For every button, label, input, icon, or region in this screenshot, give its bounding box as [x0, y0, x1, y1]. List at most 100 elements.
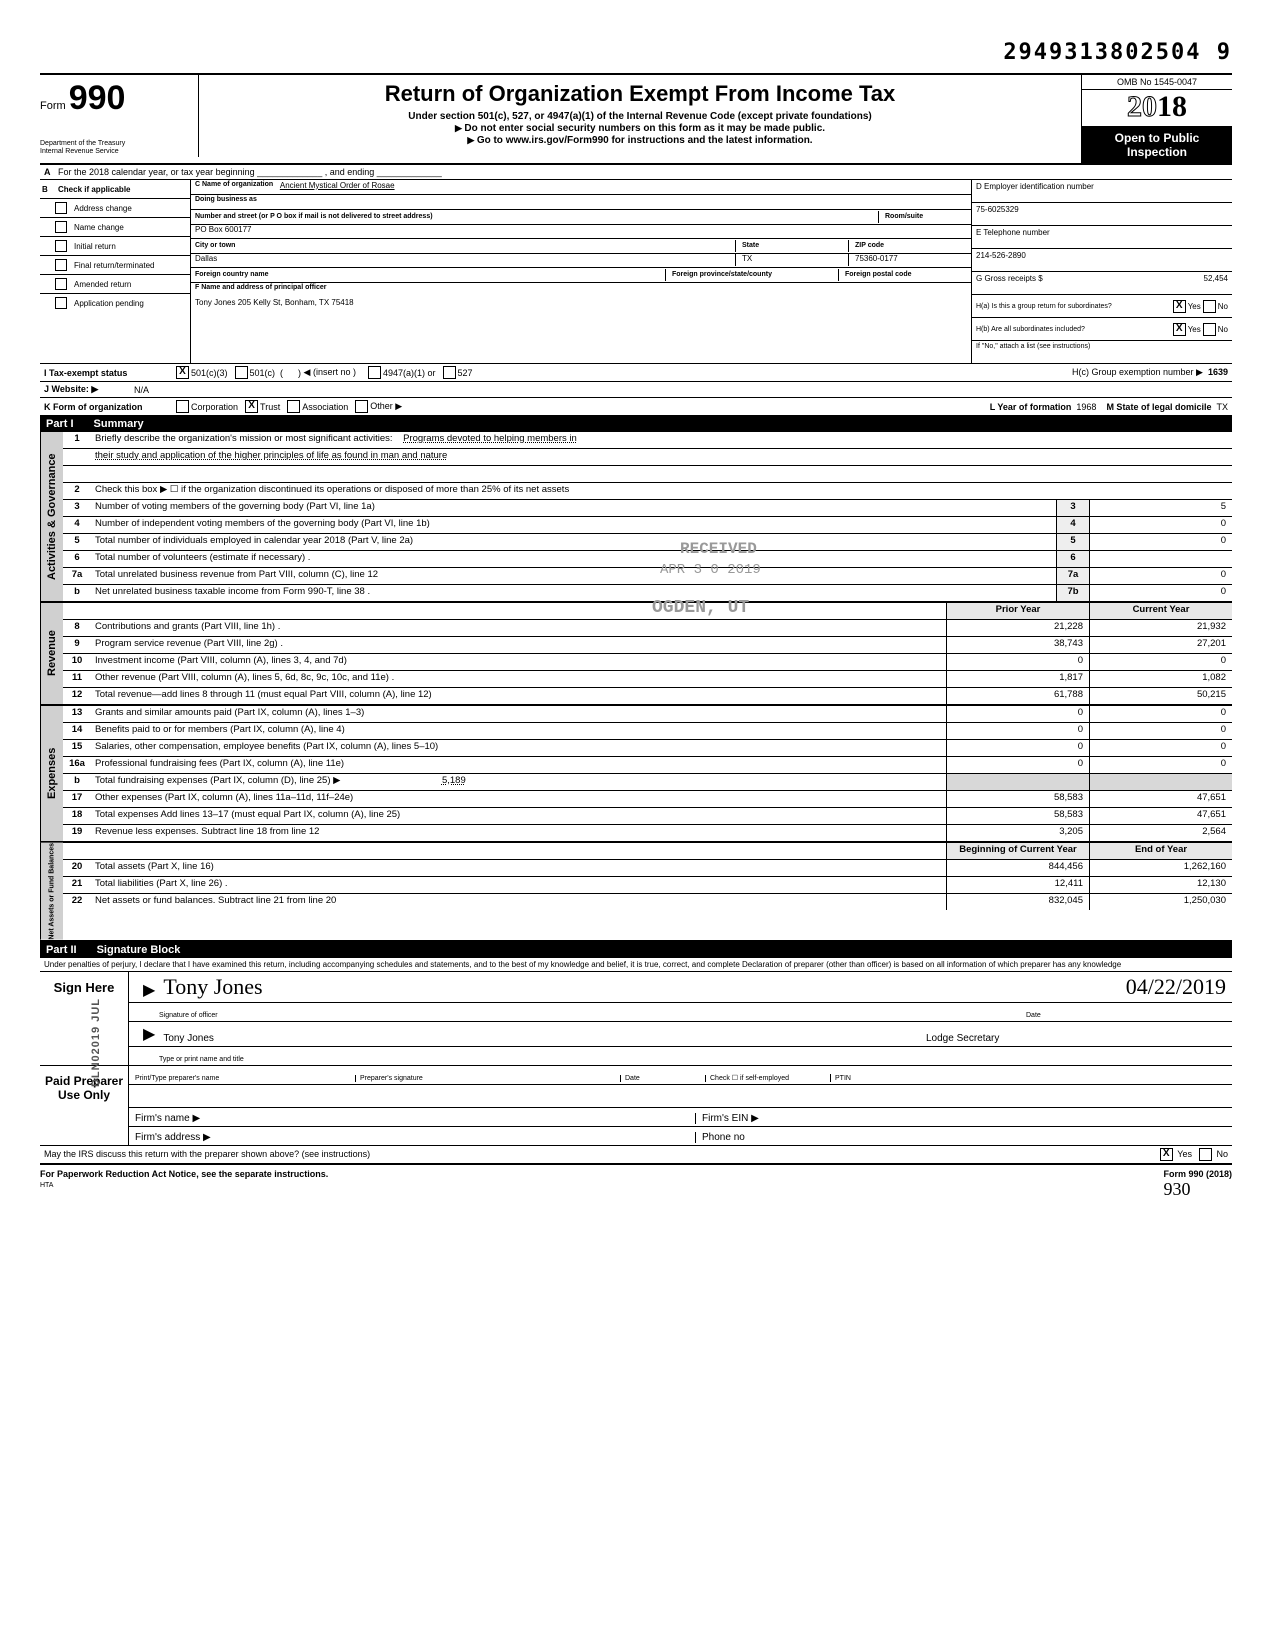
chk-initial-return[interactable]: Initial return: [40, 237, 190, 256]
line-19-current: 2,564: [1089, 825, 1232, 841]
line-9-label: Program service revenue (Part VIII, line…: [91, 637, 946, 653]
officer-print-name: Tony Jones: [163, 1033, 214, 1044]
chk-name-change[interactable]: Name change: [40, 218, 190, 237]
chk-address-change[interactable]: Address change: [40, 199, 190, 218]
firm-ein-label: Firm's EIN ▶: [695, 1113, 759, 1124]
line-14-label: Benefits paid to or for members (Part IX…: [91, 723, 946, 739]
form-number: Form 990: [40, 79, 190, 118]
ha-yes[interactable]: [1173, 300, 1186, 313]
paid-preparer-label: Paid Preparer Use Only: [40, 1066, 129, 1145]
side-dln-stamp: DLN02019 JUL: [90, 998, 102, 1087]
gross-receipts-label: G Gross receipts $: [976, 274, 1043, 283]
zip-value: 75360-0177: [855, 254, 961, 266]
mission-line1: Programs devoted to helping members in: [403, 433, 577, 444]
line-6-label: Total number of volunteers (estimate if …: [91, 551, 1056, 567]
line-8-prior: 21,228: [946, 620, 1089, 636]
ha-no[interactable]: [1203, 300, 1216, 313]
line-8-current: 21,932: [1089, 620, 1232, 636]
handwritten-note: 930: [1163, 1179, 1190, 1199]
line-15-current: 0: [1089, 740, 1232, 756]
line-9-prior: 38,743: [946, 637, 1089, 653]
hc-label: H(c) Group exemption number ▶: [1072, 367, 1203, 377]
omb-number: OMB No 1545-0047: [1082, 75, 1232, 90]
line-17-current: 47,651: [1089, 791, 1232, 807]
hc-value: 1639: [1208, 367, 1228, 377]
hb-label: H(b) Are all subordinates included?: [976, 326, 1171, 333]
state-domicile: TX: [1216, 402, 1228, 412]
officer-signature: Tony Jones: [163, 974, 262, 1000]
subtitle-section: Under section 501(c), 527, or 4947(a)(1)…: [205, 111, 1075, 122]
hb-yes[interactable]: [1173, 323, 1186, 336]
self-employed-label: Check ☐ if self-employed: [706, 1074, 831, 1082]
may-irs-no[interactable]: [1199, 1148, 1212, 1161]
line-5-value: 0: [1089, 534, 1232, 550]
firm-address-label: Firm's address ▶: [135, 1132, 695, 1143]
street-value: PO Box 600177: [191, 224, 971, 239]
line-21-begin: 12,411: [946, 877, 1089, 893]
chk-501c[interactable]: [235, 366, 248, 379]
line-12-label: Total revenue—add lines 8 through 11 (mu…: [91, 688, 946, 704]
line-7b-label: Net unrelated business taxable income fr…: [91, 585, 1056, 601]
sign-here-label: Sign Here: [40, 972, 129, 1065]
line-7b-value: 0: [1089, 585, 1232, 601]
chk-application-pending[interactable]: Application pending: [40, 294, 190, 312]
preparer-date-label: Date: [621, 1075, 706, 1082]
tax-year: 2018: [1082, 90, 1232, 127]
row-k-org-form: K Form of organization Corporation Trust…: [40, 398, 1232, 416]
line-10-current: 0: [1089, 654, 1232, 670]
chk-association[interactable]: [287, 400, 300, 413]
form-title: Return of Organization Exempt From Incom…: [205, 81, 1075, 107]
subtitle-ssn: Do not enter social security numbers on …: [205, 123, 1075, 134]
line-15-label: Salaries, other compensation, employee b…: [91, 740, 946, 756]
state-label: State: [742, 242, 759, 249]
line-18-label: Total expenses Add lines 13–17 (must equ…: [91, 808, 946, 824]
net-assets-section: Net Assets or Fund Balances Beginning of…: [40, 843, 1232, 942]
subtitle-url: Go to www.irs.gov/Form990 for instructio…: [205, 135, 1075, 146]
chk-other[interactable]: [355, 400, 368, 413]
ptin-label: PTIN: [831, 1075, 851, 1082]
chk-4947[interactable]: [368, 366, 381, 379]
form-header: Form 990 Department of the TreasuryInter…: [40, 73, 1232, 165]
line-3-label: Number of voting members of the governin…: [91, 500, 1056, 516]
line-20-begin: 844,456: [946, 860, 1089, 876]
chk-final-return[interactable]: Final return/terminated: [40, 256, 190, 275]
line-17-label: Other expenses (Part IX, column (A), lin…: [91, 791, 946, 807]
line-22-label: Net assets or fund balances. Subtract li…: [91, 894, 946, 910]
chk-501c3[interactable]: [176, 366, 189, 379]
foreign-country-label: Foreign country name: [195, 271, 269, 278]
ha-label: H(a) Is this a group return for subordin…: [976, 303, 1171, 310]
sign-here-block: Sign Here ▶Tony Jones04/22/2019 Signatur…: [40, 972, 1232, 1066]
preparer-name-label: Print/Type preparer's name: [135, 1075, 356, 1082]
line-11-label: Other revenue (Part VIII, column (A), li…: [91, 671, 946, 687]
line-19-prior: 3,205: [946, 825, 1089, 841]
side-label-governance: Activities & Governance: [40, 432, 63, 601]
revenue-section: Revenue Prior YearCurrent Year 8Contribu…: [40, 603, 1232, 706]
line-16a-label: Professional fundraising fees (Part IX, …: [91, 757, 946, 773]
city-value: Dallas: [195, 254, 736, 266]
state-value: TX: [742, 254, 849, 266]
line-3-value: 5: [1089, 500, 1232, 516]
line-4-label: Number of independent voting members of …: [91, 517, 1056, 533]
city-label: City or town: [195, 242, 235, 249]
hb-no[interactable]: [1203, 323, 1216, 336]
side-label-net-assets: Net Assets or Fund Balances: [40, 843, 63, 940]
line-10-prior: 0: [946, 654, 1089, 670]
may-irs-yes[interactable]: [1160, 1148, 1173, 1161]
line-16a-current: 0: [1089, 757, 1232, 773]
col-b-header: B Check if applicable: [40, 180, 190, 199]
room-label: Room/suite: [885, 213, 923, 220]
chk-trust[interactable]: [245, 400, 258, 413]
line-15-prior: 0: [946, 740, 1089, 756]
chk-amended-return[interactable]: Amended return: [40, 275, 190, 294]
foreign-postal-label: Foreign postal code: [845, 271, 912, 278]
line-16a-prior: 0: [946, 757, 1089, 773]
perjury-statement: Under penalties of perjury, I declare th…: [40, 958, 1232, 972]
line-22-begin: 832,045: [946, 894, 1089, 910]
dba-label: Doing business as: [195, 196, 257, 208]
chk-corporation[interactable]: [176, 400, 189, 413]
phone-label: E Telephone number: [976, 228, 1050, 237]
dept-treasury: Department of the TreasuryInternal Reven…: [40, 140, 190, 155]
line-13-current: 0: [1089, 706, 1232, 722]
chk-527[interactable]: [443, 366, 456, 379]
street-label: Number and street (or P O box if mail is…: [195, 213, 433, 220]
